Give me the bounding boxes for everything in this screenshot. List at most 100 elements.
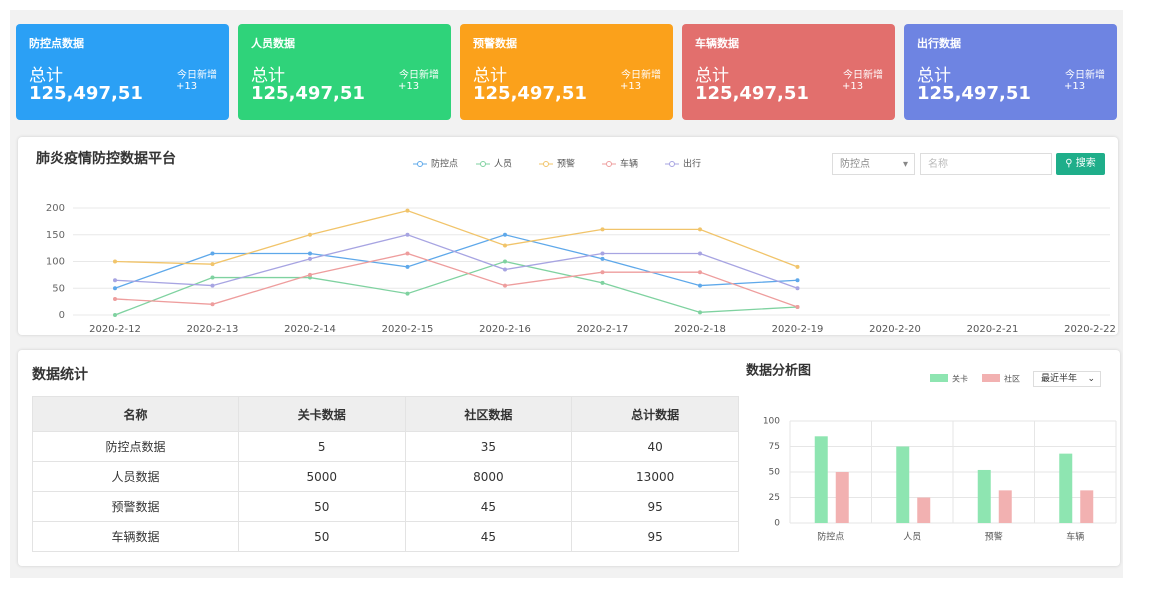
legend-dot [669,161,675,167]
new-value: +13 [176,81,198,92]
bar [1059,453,1073,523]
x-tick-label: 2020-2-15 [382,324,434,335]
legend-label: 车辆 [620,158,638,170]
data-point [405,264,410,269]
line-chart: 肺炎疫情防控数据平台 防控点 人员 预警 车辆 出行0501001502002020-2-… [36,150,1116,335]
caret: ▾ [902,159,908,170]
x-tick-label: 2020-2-21 [967,324,1019,335]
table-cell: 50 [237,491,406,522]
card-title: 车辆数据 [695,37,739,50]
series-line [114,260,798,316]
legend-label: 人员 [494,159,512,170]
table-cell: 95 [571,491,739,522]
table-title: 数据统计 [32,367,88,383]
table-row: 人员数据 5000 8000 13000 [32,461,739,492]
data-point [503,267,507,272]
stat-card: 出行数据总计 125,497,51 今日新增 +13 [904,24,1117,120]
table-cell: 车辆数据 [32,521,239,552]
legend-label: 社区 [1004,374,1020,384]
new-label: 今日新增 [621,70,661,81]
data-point [210,302,215,307]
header-cell: 名称 [32,396,239,432]
new-value: +13 [842,81,864,92]
legend-swatch [930,374,948,382]
bar [977,469,991,523]
legend-swatch [982,374,1000,382]
stat-card: 车辆数据 总计 125,497,51 今日新增 +13 [682,24,895,120]
series-line [114,234,798,289]
search-input[interactable]: 名称 [920,153,1052,175]
select[interactable]: 防控点 ▾ [832,153,915,175]
legend-dot [417,161,423,167]
new-label: 今日新增 [399,70,439,81]
new-label: 今日新增 [1065,70,1105,81]
data-point [698,310,702,315]
x-tick-label: 2020-2-12 [89,324,141,335]
table-row: 车辆数据 50 45 95 [32,521,739,552]
card-title: 预警数据 [473,37,517,50]
total-value: 125,497,51 [695,83,809,104]
select-text: 防控点 [840,159,870,170]
y-tick-label: 0 [59,310,65,321]
data-point [600,280,605,285]
y-tick-label: 150 [46,230,65,241]
chart-title: 肺炎疫情防控数据平台 [36,150,176,167]
search-button[interactable]: ⚲ 搜索 [1056,153,1105,175]
data-point [698,227,702,232]
table-cell: 防控点数据 [32,431,239,462]
new-value: +13 [398,81,420,92]
data-point [113,278,117,283]
card-title: 出行数据 [917,37,961,50]
data-point [698,251,702,256]
x-tick-label: 2020-2-13 [187,324,239,335]
data-point [698,283,702,288]
data-point [600,251,605,256]
table-cell: 5000 [237,461,406,492]
total-label: 总计 [695,66,729,86]
card-title: 人员数据 [251,37,295,50]
table-row: 预警数据 50 45 95 [32,491,739,522]
total-value: 125,497,51 [251,83,365,104]
data-point [308,272,312,277]
y-tick-label: 50 [769,468,781,478]
total-label: 总计 [29,66,63,86]
data-point [210,283,215,288]
legend-label: 出行 [683,158,701,170]
stat-card: 人员数据 总计 125,497,51 今日新增 +13 [238,24,451,120]
total-label: 总计 [917,66,951,86]
table-cell: 13000 [571,461,739,492]
y-tick-label: 200 [46,203,65,214]
data-point [113,259,117,264]
card-title: 防控点数据 [29,37,84,50]
data-point [308,232,312,237]
x-tick-label: 车辆 [1066,531,1084,543]
data-table: 名称 关卡数据 社区数据 总计数据 防控点数据 5 35 40 人员数据 5000 8000 1300… [32,396,739,552]
y-tick-label: 75 [769,442,780,452]
data-point [503,243,507,248]
legend-label: 预警 [557,158,575,170]
data-point [600,227,605,232]
data-point [503,283,507,288]
data-point [795,286,800,291]
total-value: 125,497,51 [917,83,1031,104]
data-point [503,259,507,264]
bar [814,436,828,523]
y-tick-label: 25 [769,493,780,503]
new-value: +13 [1064,81,1086,92]
new-label: 今日新增 [177,70,217,81]
series-line [114,234,798,289]
x-tick-label: 2020-2-14 [284,324,336,335]
total-label: 总计 [473,66,507,86]
series-line [114,252,798,308]
data-point [600,256,605,261]
table-cell: 45 [404,521,573,552]
y-tick-label: 0 [774,519,780,529]
bar [917,497,931,523]
data-point [503,232,507,237]
data-point [113,313,117,317]
table-cell: 8000 [404,461,573,492]
legend-label: 防控点 [431,158,458,170]
range-select[interactable]: 最近半年 ⌄ [1033,371,1101,387]
data-point [405,232,410,237]
